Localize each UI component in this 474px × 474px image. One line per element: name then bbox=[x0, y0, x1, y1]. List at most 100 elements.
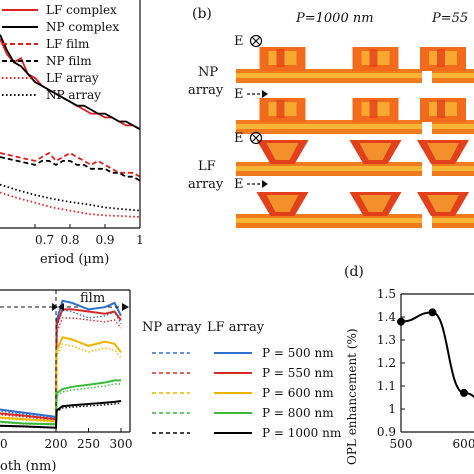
legend-period-label: P = 600 nm bbox=[262, 386, 334, 400]
out-of-plane-icon bbox=[249, 131, 263, 145]
panel-d-point bbox=[428, 308, 437, 317]
panel-d-x-tick-label: 600 bbox=[453, 437, 474, 451]
panel-a-line-5 bbox=[0, 191, 141, 218]
field-map-r4-c1 bbox=[236, 192, 422, 228]
film-arrow-head-left bbox=[58, 303, 64, 311]
nanoparticle-edge bbox=[369, 49, 378, 67]
array-arrow-head bbox=[52, 303, 58, 311]
panel-a-x-tick-label: 0.7 bbox=[35, 233, 54, 247]
panel-c-x-label: oth (nm) bbox=[0, 459, 56, 474]
legend-period-label: P = 800 nm bbox=[262, 406, 334, 420]
in-plane-arrow-head bbox=[262, 180, 268, 188]
panel-a-line-3 bbox=[0, 151, 141, 178]
panel-a-legend: LF complex NP complex LF film NP film LF arr… bbox=[2, 3, 119, 102]
field-map-r2-c2 bbox=[420, 98, 474, 134]
panel-c-lf-line-5 bbox=[0, 400, 122, 429]
film-slab-hot bbox=[432, 124, 474, 129]
nanoparticle-edge bbox=[437, 49, 445, 67]
film-slab-hot bbox=[236, 218, 422, 223]
panel-a-x-label: eriod (µm) bbox=[40, 252, 109, 267]
panel-a-ticks: 0.7 0.8 0.9 1 bbox=[34, 224, 144, 247]
panel-d-y-label: OPL enhancement (%) bbox=[345, 328, 359, 465]
film-arrow-head-right bbox=[122, 303, 129, 311]
panel-d-point bbox=[460, 388, 468, 397]
nanoparticle-edge bbox=[437, 100, 445, 118]
film-slab-hot bbox=[236, 73, 422, 78]
out-of-plane-icon bbox=[249, 34, 263, 48]
panel-d: (d) OPL enhancement (%) 1.51.41.31.21.11… bbox=[344, 264, 474, 465]
panel-c-lf-line-2 bbox=[0, 308, 122, 421]
panel-a-legend-label: NP array bbox=[46, 88, 101, 102]
e-field-label: E bbox=[234, 131, 244, 146]
panel-b-row-label-lf-1: LF bbox=[198, 159, 216, 174]
film-slab-hot bbox=[432, 73, 474, 78]
panel-c-legend: NP array LF array P = 500 nm P = 550 nm P … bbox=[142, 320, 342, 440]
panel-a-legend-label: LF array bbox=[46, 71, 99, 85]
nanofrustum-core bbox=[266, 143, 299, 160]
panel-c-x-tick-label: 200 bbox=[45, 437, 68, 451]
out-of-plane-icon-cross-b bbox=[251, 36, 261, 46]
panel-a-legend-label: NP complex bbox=[46, 20, 119, 34]
legend-period-label: P = 1000 nm bbox=[262, 426, 342, 440]
panel-a-legend-label: LF complex bbox=[46, 3, 117, 17]
panel-d-point bbox=[397, 317, 405, 326]
panel-b-row-label-np-1: NP bbox=[198, 65, 218, 80]
panel-b-col-title-1: P=1000 nm bbox=[295, 11, 374, 26]
panel-a-x-tick-label: 0.9 bbox=[95, 233, 114, 247]
panel-c-np-line-1 bbox=[0, 309, 122, 419]
panel-c-lf-line-1 bbox=[0, 299, 122, 419]
field-map-r1-c2 bbox=[420, 47, 474, 83]
panel-c-series bbox=[0, 299, 122, 429]
panel-a-line-2 bbox=[0, 34, 141, 131]
panel-c-x-tick-label: 300 bbox=[110, 437, 133, 451]
panel-a-legend-label: NP film bbox=[46, 54, 92, 68]
e-field-label: E bbox=[234, 34, 244, 49]
panel-d-y-tick-label: 1.3 bbox=[377, 333, 396, 347]
panel-a: 0.7 0.8 0.9 1 LF complex NP complex LF film NP… bbox=[0, 0, 144, 267]
e-field-markers: E E E E bbox=[234, 34, 268, 192]
panel-c-x-tick-label: 250 bbox=[77, 437, 100, 451]
panel-d-y-tick-label: 1.1 bbox=[377, 379, 396, 393]
field-map-r3-c2 bbox=[417, 140, 474, 176]
panel-b-label: (b) bbox=[192, 6, 212, 22]
nanofrustum-core bbox=[359, 143, 392, 160]
legend-period-label: P = 500 nm bbox=[262, 346, 334, 360]
legend-header-np-array: NP array bbox=[142, 320, 202, 335]
panel-c-lf-line-3 bbox=[0, 336, 122, 423]
panel-c-lf-line-4 bbox=[0, 379, 121, 426]
field-map-r4-c2 bbox=[417, 192, 474, 228]
e-field-label: E bbox=[234, 177, 244, 192]
panel-a-line-4 bbox=[0, 156, 141, 182]
panel-c-ticks: 0 200 250 300 bbox=[0, 428, 132, 451]
legend-period-label: P = 550 nm bbox=[262, 366, 334, 380]
panel-d-y-tick-label: 0.9 bbox=[377, 425, 396, 439]
panel-d-label: (d) bbox=[344, 264, 364, 280]
panel-a-series bbox=[0, 34, 141, 218]
panel-a-x-tick-label: 0.8 bbox=[60, 233, 79, 247]
film-slab-hot bbox=[432, 218, 474, 223]
nanoparticle-edge bbox=[276, 49, 285, 67]
panel-a-line-6 bbox=[0, 183, 141, 212]
panel-a-legend-label: LF film bbox=[46, 37, 90, 51]
film-slab-hot bbox=[236, 124, 422, 129]
panel-b: (b) P=1000 nm P=55 NP array LF array EEE… bbox=[188, 6, 474, 228]
panel-c-np-line-4 bbox=[0, 383, 121, 426]
panel-d-series bbox=[397, 308, 474, 399]
panel-c-np-line-2 bbox=[0, 317, 122, 421]
field-maps bbox=[236, 47, 474, 228]
nanofrustum-core bbox=[266, 195, 299, 212]
nanofrustum-core bbox=[427, 143, 459, 160]
panel-d-y-tick-label: 1 bbox=[388, 402, 396, 416]
panel-b-row-label-lf-2: array bbox=[188, 177, 224, 192]
film-region-label: film bbox=[80, 291, 105, 306]
panel-b-col-title-2: P=55 bbox=[431, 11, 468, 26]
e-field-label: E bbox=[234, 87, 244, 102]
nanofrustum-core bbox=[359, 195, 392, 212]
nanoparticle-edge bbox=[369, 100, 378, 118]
panel-d-y-tick-label: 1.2 bbox=[377, 356, 396, 370]
panel-b-row-label-np-2: array bbox=[188, 83, 224, 98]
panel-c: film 0 200 250 300 oth (nm) NP array LF arr… bbox=[0, 289, 342, 474]
nanoparticle-edge bbox=[276, 100, 285, 118]
